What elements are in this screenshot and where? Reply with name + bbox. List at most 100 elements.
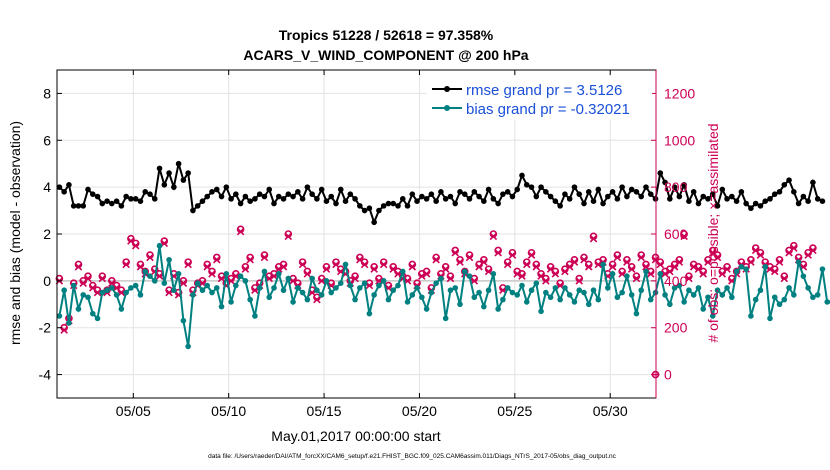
assimilated-obs-stroke xyxy=(108,279,116,287)
rmse-point xyxy=(667,196,673,202)
assimilated-obs-stroke xyxy=(589,234,598,243)
rmse-point xyxy=(609,189,616,195)
rmse-point xyxy=(585,189,592,195)
chart-title-line2: ACARS_V_WIND_COMPONENT @ 200 hPa xyxy=(243,47,528,63)
assimilated-obs-stroke xyxy=(584,263,593,271)
rmse-point xyxy=(619,184,625,190)
bias-point xyxy=(543,289,549,296)
assimilated-obs-point xyxy=(418,272,426,280)
rmse-point xyxy=(695,200,702,207)
assimilated-obs-point xyxy=(503,260,512,269)
assimilated-obs-point xyxy=(465,253,474,262)
rmse-point xyxy=(113,198,120,204)
assimilated-obs-stroke xyxy=(637,253,645,262)
rmse-point xyxy=(223,184,230,190)
y-tick-label-left: 6 xyxy=(43,132,51,148)
bias-point xyxy=(624,273,630,279)
y-tick-label-left: 2 xyxy=(43,226,51,242)
bias-point xyxy=(357,285,363,291)
assimilated-obs-point xyxy=(790,244,798,252)
bias-point xyxy=(791,292,797,298)
rmse-point xyxy=(471,189,478,195)
assimilated-obs-stroke xyxy=(546,265,555,273)
assimilated-obs-stroke xyxy=(136,263,145,271)
assimilated-obs-point xyxy=(131,241,140,250)
bias-point xyxy=(261,268,268,275)
rmse-point xyxy=(657,170,664,176)
rmse-point xyxy=(233,191,239,197)
y-tick-label-right: 1200 xyxy=(664,85,695,101)
bias-point xyxy=(404,299,411,305)
rmse-point xyxy=(781,182,788,188)
assimilated-obs-stroke xyxy=(84,274,92,283)
assimilated-obs-stroke xyxy=(379,260,388,269)
rmse-point xyxy=(295,189,301,195)
rmse-point xyxy=(791,189,797,195)
assimilated-obs-stroke xyxy=(303,270,312,278)
assimilated-obs-point xyxy=(456,258,464,266)
bias-point xyxy=(776,301,783,308)
assimilated-obs-stroke xyxy=(155,272,164,280)
assimilated-obs-stroke xyxy=(289,277,297,285)
assimilated-obs-stroke xyxy=(661,270,669,278)
assimilated-obs-stroke xyxy=(675,258,684,266)
rmse-point xyxy=(733,198,740,204)
x-tick-label: 05/20 xyxy=(402,403,437,419)
bias-point xyxy=(647,296,654,303)
rmse-point xyxy=(457,189,463,195)
rmse-point xyxy=(495,200,501,207)
assimilated-obs-point xyxy=(74,263,83,271)
rmse-point xyxy=(743,200,749,207)
bias-point xyxy=(657,271,664,277)
bias-point xyxy=(452,285,459,291)
rmse-point xyxy=(547,193,554,200)
assimilated-obs-point xyxy=(84,274,92,283)
bias-point xyxy=(709,313,716,319)
rmse-point xyxy=(147,191,153,197)
bias-point xyxy=(566,292,573,298)
bias-point xyxy=(323,278,330,284)
rmse-point xyxy=(323,198,330,204)
bias-point xyxy=(786,285,792,291)
rmse-point xyxy=(714,203,721,209)
rmse-point xyxy=(256,191,263,197)
rmse-point xyxy=(461,191,468,197)
rmse-point xyxy=(94,193,101,200)
assimilated-obs-stroke xyxy=(89,284,97,292)
bias-point xyxy=(485,287,492,294)
assimilated-obs-point xyxy=(704,258,712,266)
assimilated-obs-stroke xyxy=(770,267,779,276)
assimilated-obs-stroke xyxy=(217,274,226,283)
assimilated-obs-point xyxy=(770,267,779,276)
rmse-point xyxy=(476,193,482,200)
bias-point xyxy=(466,273,473,279)
assimilated-obs-point xyxy=(241,265,250,273)
rmse-point xyxy=(247,198,253,204)
rmse-point xyxy=(647,191,654,197)
assimilated-obs-stroke xyxy=(503,260,512,269)
assimilated-obs-stroke xyxy=(594,260,603,269)
assimilated-obs-stroke xyxy=(494,248,502,257)
x-tick-label: 05/05 xyxy=(116,403,151,419)
rmse-point xyxy=(318,186,325,193)
assimilated-obs-point xyxy=(522,260,531,269)
rmse-point xyxy=(576,191,583,197)
assimilated-obs-point xyxy=(98,274,107,283)
bias-point xyxy=(461,268,468,275)
assimilated-obs-stroke xyxy=(751,246,760,255)
assimilated-obs-point xyxy=(303,270,312,278)
bias-point xyxy=(75,306,82,312)
rmse-point xyxy=(748,205,754,212)
assimilated-obs-stroke xyxy=(456,258,464,266)
rmse-point xyxy=(729,193,735,200)
assimilated-obs-point xyxy=(351,274,359,283)
y-tick-label-right: 400 xyxy=(664,273,688,289)
bias-point xyxy=(137,292,144,298)
x-tick-label: 05/25 xyxy=(497,403,532,419)
assimilated-obs-stroke xyxy=(284,232,293,241)
assimilated-obs-point xyxy=(656,260,665,269)
rmse-point xyxy=(99,200,106,207)
rmse-point xyxy=(810,179,816,186)
bias-point xyxy=(171,287,177,294)
bias-point xyxy=(175,271,182,277)
